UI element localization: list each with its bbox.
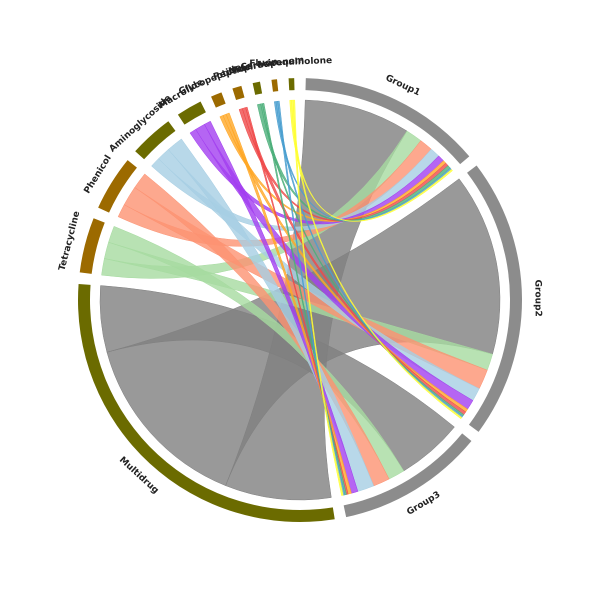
sector-arc: [271, 79, 279, 92]
chord: [277, 100, 346, 496]
chord: [167, 138, 375, 492]
chord: [241, 107, 467, 416]
sector-arc: [467, 165, 522, 432]
chord: [260, 103, 465, 417]
sector-label: Group1: [384, 73, 422, 98]
chord: [292, 99, 344, 496]
sector-arc: [79, 218, 105, 274]
sector-arc: [343, 433, 472, 518]
chord: [204, 120, 359, 494]
sector-arc: [98, 160, 137, 213]
sector-label: Group3: [405, 490, 442, 518]
sector-label: Group2: [532, 280, 542, 317]
chord: [291, 99, 463, 420]
chord: [275, 100, 464, 418]
chord: [261, 102, 347, 496]
sector-arc: [252, 81, 263, 95]
sector-arc: [305, 78, 470, 165]
sector-label: Fluoroquinolone: [249, 56, 332, 69]
chord: [108, 226, 405, 480]
sector-arc: [288, 78, 295, 91]
chord: [245, 106, 349, 495]
sector-label: Tetracycline: [58, 210, 83, 272]
chord: [134, 173, 390, 487]
sector-arc: [211, 92, 226, 108]
sector-arc: [135, 121, 176, 160]
chord: [99, 285, 455, 472]
sector-arc: [232, 85, 245, 100]
sector-arc: [177, 101, 206, 125]
